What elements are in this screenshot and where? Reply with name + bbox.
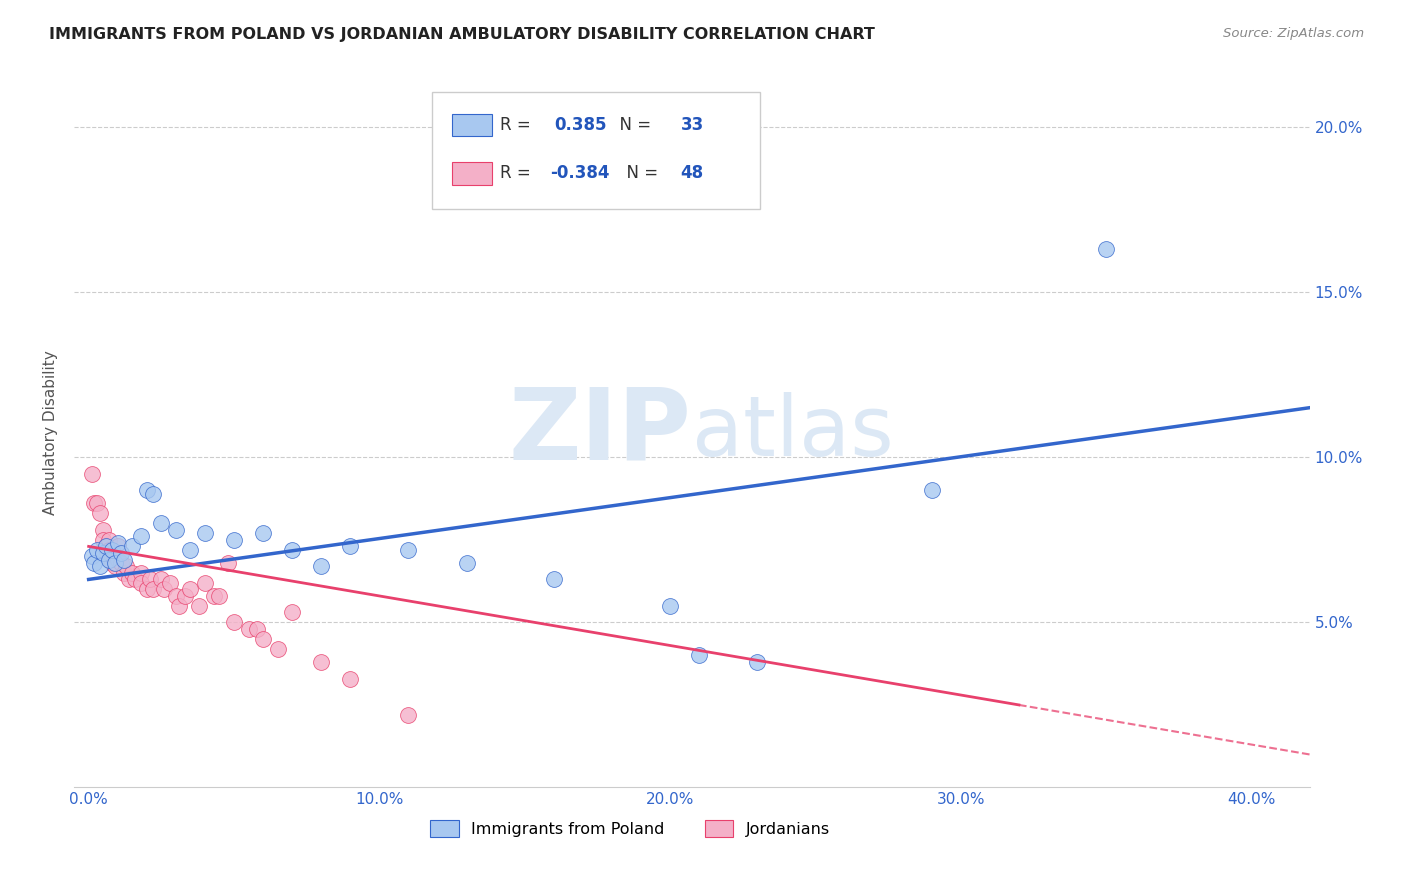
Point [104,549,127,564]
Point [124,573,146,587]
Text: Source: ZipAtlas.com: Source: ZipAtlas.com [1223,27,1364,40]
Point [135,582,157,597]
Point [91,533,114,547]
Point [115,559,138,574]
Point [1095,242,1118,256]
Point [101,549,124,564]
Text: N =: N = [609,116,657,134]
Point [94,549,117,564]
Point [129,575,152,590]
Point [150,573,173,587]
Point [121,566,143,580]
Point [217,556,239,570]
Point [112,552,135,566]
Point [659,599,682,613]
Text: R =: R = [501,116,536,134]
Point [208,589,231,603]
Point [110,556,132,570]
Point [238,622,260,636]
Point [98,542,121,557]
Text: -0.384: -0.384 [550,164,609,182]
Text: atlas: atlas [692,392,894,473]
Point [138,573,160,587]
Point [921,483,943,498]
Text: 48: 48 [681,164,704,182]
Point [150,516,173,531]
Point [86,542,108,557]
Point [339,540,361,554]
Point [94,540,117,554]
Text: IMMIGRANTS FROM POLAND VS JORDANIAN AMBULATORY DISABILITY CORRELATION CHART: IMMIGRANTS FROM POLAND VS JORDANIAN AMBU… [49,27,875,42]
Point [396,707,419,722]
Point [194,526,217,541]
Point [104,559,127,574]
Point [396,542,419,557]
Point [80,549,103,564]
Point [86,496,108,510]
Point [188,599,211,613]
Legend: Immigrants from Poland, Jordanians: Immigrants from Poland, Jordanians [423,814,837,844]
Text: 33: 33 [681,116,704,134]
Point [281,542,304,557]
Point [112,566,135,580]
Point [339,672,361,686]
Point [80,467,103,481]
Text: N =: N = [616,164,664,182]
Point [159,575,181,590]
Point [456,556,478,570]
Text: ZIP: ZIP [509,384,692,481]
Point [167,599,190,613]
FancyBboxPatch shape [453,162,492,185]
Point [194,575,217,590]
Point [281,606,304,620]
Point [688,648,710,663]
Point [107,540,129,554]
Point [252,632,274,646]
Point [98,552,121,566]
Point [91,546,114,560]
Point [121,540,143,554]
Point [173,589,195,603]
Point [142,582,165,597]
Point [104,556,127,570]
Point [165,523,187,537]
Point [89,559,111,574]
Point [252,526,274,541]
Point [309,559,332,574]
Point [107,536,129,550]
Point [179,582,201,597]
Point [118,573,141,587]
Point [94,540,117,554]
Point [543,573,565,587]
Point [165,589,187,603]
Point [747,655,769,669]
Point [266,641,288,656]
Point [101,556,124,570]
Y-axis label: Ambulatory Disability: Ambulatory Disability [44,350,58,515]
Point [129,566,152,580]
Text: 0.385: 0.385 [555,116,607,134]
Point [98,533,121,547]
Point [179,542,201,557]
Point [89,507,111,521]
Point [309,655,332,669]
Point [107,552,129,566]
Point [153,582,176,597]
Point [129,529,152,543]
Point [202,589,225,603]
Point [83,496,105,510]
Text: R =: R = [501,164,536,182]
FancyBboxPatch shape [453,113,492,136]
FancyBboxPatch shape [433,92,759,209]
Point [246,622,269,636]
Point [222,615,245,630]
Point [142,486,165,500]
Point [91,523,114,537]
Point [110,546,132,560]
Point [222,533,245,547]
Point [83,556,105,570]
Point [135,483,157,498]
Point [101,542,124,557]
